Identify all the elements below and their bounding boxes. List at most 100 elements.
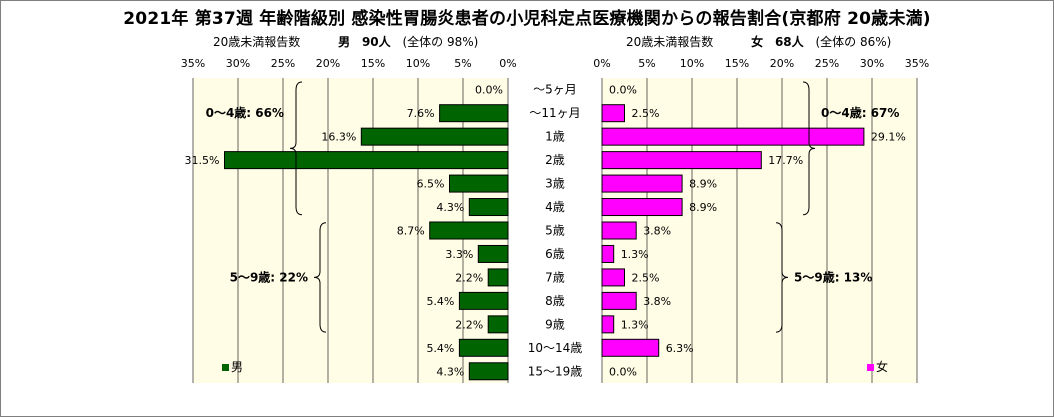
category-label: 8歳 <box>545 294 565 308</box>
category-label: 9歳 <box>545 317 565 331</box>
female-bar <box>601 268 625 287</box>
male-bar <box>439 104 509 123</box>
male-data-label: 7.6% <box>407 107 435 120</box>
female-tick-label: 5% <box>638 57 655 70</box>
female-header-share: (全体の 86%) <box>815 35 892 49</box>
category-label: 5歳 <box>545 224 565 238</box>
female-group-bracket <box>802 81 816 216</box>
female-header-label: 女 <box>751 35 764 49</box>
female-bar <box>601 151 762 170</box>
female-data-label: 1.3% <box>621 248 649 261</box>
female-data-label: 8.9% <box>689 201 717 214</box>
male-bar <box>458 338 509 357</box>
male-bar <box>458 291 509 310</box>
male-group-label: 0～4歳: 66% <box>206 105 284 120</box>
male-bar <box>487 268 509 287</box>
male-tick-label: 5% <box>454 57 471 70</box>
category-label: 3歳 <box>545 177 565 191</box>
category-label: 7歳 <box>545 270 565 284</box>
male-data-label: 2.2% <box>455 271 483 284</box>
male-bar <box>449 174 509 193</box>
male-header-label: 男 <box>338 35 351 49</box>
male-data-label: 5.4% <box>426 295 454 308</box>
female-data-label: 17.7% <box>768 154 803 167</box>
male-tick-label: 10% <box>406 57 430 70</box>
male-data-label: 5.4% <box>426 342 454 355</box>
female-data-label: 2.5% <box>632 271 660 284</box>
male-tick-label: 25% <box>271 57 295 70</box>
female-data-label: 3.8% <box>643 225 671 238</box>
female-bar <box>601 174 683 193</box>
male-bar <box>468 198 509 217</box>
female-data-label: 1.3% <box>621 318 649 331</box>
female-bar <box>601 127 865 146</box>
female-group-label: 5～9歳: 13% <box>794 269 872 284</box>
male-legend: 男 <box>222 358 243 375</box>
female-data-label: 3.8% <box>643 295 671 308</box>
category-label: 6歳 <box>545 247 565 261</box>
female-bar <box>601 221 637 240</box>
female-tick-label: 20% <box>770 57 794 70</box>
female-tick-label: 35% <box>905 57 929 70</box>
male-bar <box>429 221 509 240</box>
female-header-count: 68人 <box>774 35 804 49</box>
female-legend-label: 女 <box>876 360 889 374</box>
female-data-label: 29.1% <box>871 131 906 144</box>
female-data-label: 6.3% <box>666 342 694 355</box>
male-data-label: 0.0% <box>475 84 503 97</box>
male-bar <box>360 127 509 146</box>
male-group-label: 5～9歳: 22% <box>230 269 308 284</box>
female-data-label: 0.0% <box>609 365 637 378</box>
male-bar <box>487 315 509 334</box>
male-legend-label: 男 <box>231 360 244 374</box>
category-label: 1歳 <box>545 130 565 144</box>
male-header-share: (全体の 98%) <box>402 35 479 49</box>
female-tick-label: 30% <box>860 57 884 70</box>
female-group-label: 0～4歳: 67% <box>821 105 899 120</box>
male-header-caption: 20歳未満報告数 <box>213 35 301 49</box>
male-data-label: 3.3% <box>445 248 473 261</box>
category-label: 2歳 <box>545 153 565 167</box>
female-bar <box>601 315 615 334</box>
chart-title: 2021年 第37週 年齢階級別 感染性胃腸炎患者の小児科定点医療機関からの報告… <box>123 9 931 29</box>
male-group-bracket <box>289 81 303 216</box>
male-tick-label: 0% <box>499 57 516 70</box>
category-label: ～11ヶ月 <box>529 106 580 120</box>
male-header: 20歳未満報告数 男 90人 (全体の 98%) <box>213 33 478 50</box>
male-data-label: 16.3% <box>321 131 356 144</box>
female-bar <box>601 244 615 263</box>
female-tick-label: 25% <box>815 57 839 70</box>
male-data-label: 2.2% <box>455 318 483 331</box>
male-tick-label: 30% <box>226 57 250 70</box>
female-data-label: 8.9% <box>689 178 717 191</box>
female-bar <box>601 338 660 357</box>
category-label: 10～14歳 <box>528 341 583 355</box>
female-tick-label: 0% <box>593 57 610 70</box>
male-bar <box>477 244 509 263</box>
female-tick-label: 15% <box>725 57 749 70</box>
female-group-bracket <box>775 222 789 333</box>
female-header: 20歳未満報告数 女 68人 (全体の 86%) <box>626 33 891 50</box>
female-data-label: 0.0% <box>609 84 637 97</box>
male-data-label: 4.3% <box>436 365 464 378</box>
male-data-label: 8.7% <box>397 225 425 238</box>
category-label: ～5ヶ月 <box>533 83 577 97</box>
female-legend: 女 <box>867 358 888 375</box>
female-bar <box>601 291 637 310</box>
male-bar <box>468 362 509 381</box>
female-legend-swatch <box>867 364 874 371</box>
male-data-label: 31.5% <box>185 154 220 167</box>
male-tick-label: 15% <box>361 57 385 70</box>
female-data-label: 2.5% <box>632 107 660 120</box>
female-bar <box>601 104 625 123</box>
male-bar <box>224 151 509 170</box>
male-header-count: 90人 <box>361 35 391 49</box>
category-label: 4歳 <box>545 200 565 214</box>
female-tick-label: 10% <box>680 57 704 70</box>
male-data-label: 4.3% <box>436 201 464 214</box>
male-legend-swatch <box>222 364 229 371</box>
male-tick-label: 20% <box>316 57 340 70</box>
category-label: 15～19歳 <box>528 364 583 378</box>
male-tick-label: 35% <box>181 57 205 70</box>
